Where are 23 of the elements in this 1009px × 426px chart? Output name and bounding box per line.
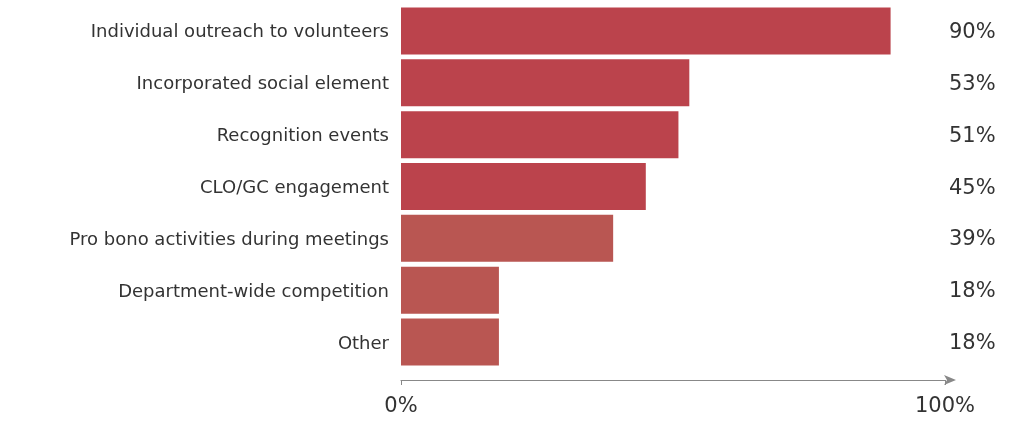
bar	[401, 266, 499, 314]
y-tick-label: Incorporated social element	[136, 72, 389, 94]
bar	[401, 163, 646, 210]
y-tick-label: Individual outreach to volunteers	[90, 20, 389, 42]
data-label: 45%	[949, 174, 996, 199]
x-tick-label: 100%	[914, 392, 976, 417]
bar	[401, 214, 614, 262]
bar	[401, 111, 679, 159]
bar	[401, 318, 499, 366]
data-label: 18%	[949, 330, 996, 355]
bar	[401, 7, 891, 55]
data-label: 39%	[949, 226, 996, 251]
y-tick-label: CLO/GC engagement	[200, 176, 389, 197]
data-label: 18%	[949, 278, 996, 303]
data-label: 51%	[949, 122, 996, 147]
data-label: 90%	[949, 18, 996, 43]
y-tick-label: Other	[337, 331, 390, 353]
y-tick-label: Recognition events	[216, 124, 389, 146]
y-tick-label: Pro bono activities during meetings	[69, 227, 389, 249]
x-tick-label: 0%	[384, 392, 418, 417]
bar	[401, 59, 690, 107]
data-label: 53%	[949, 70, 996, 95]
y-tick-label: Department-wide competition	[118, 279, 389, 301]
